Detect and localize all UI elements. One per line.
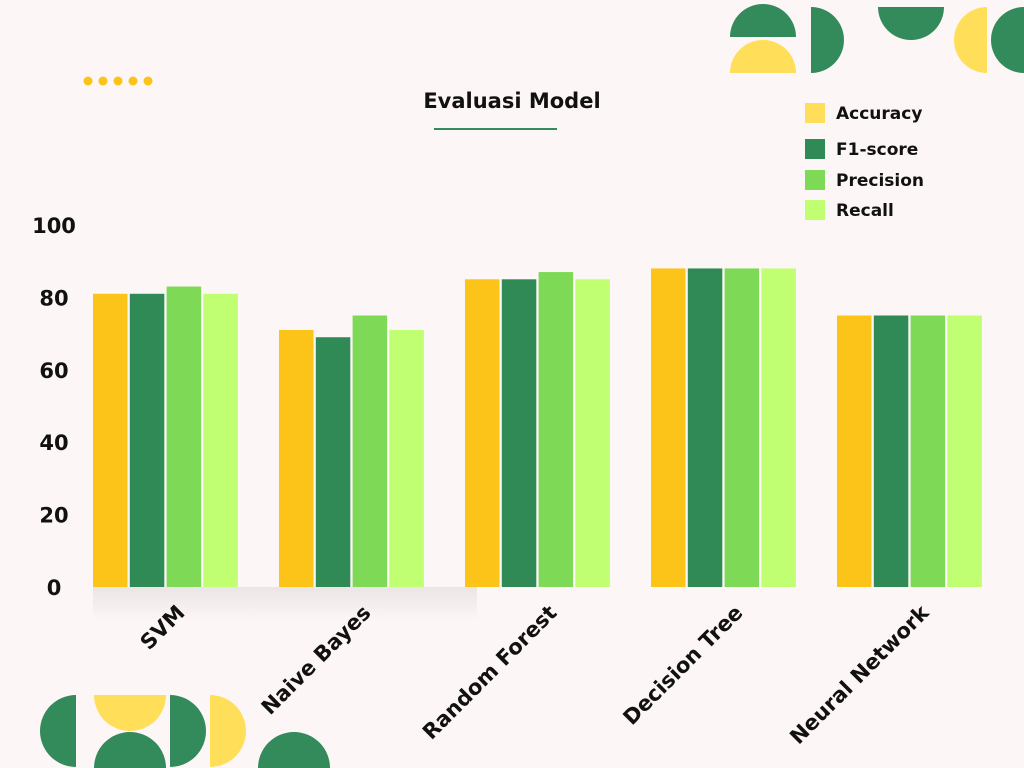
decor-dot xyxy=(113,76,123,86)
decor-dot xyxy=(83,76,93,86)
bar-f1-score-decision-tree xyxy=(687,268,723,587)
legend-swatch xyxy=(805,103,825,123)
decorative-dots xyxy=(83,76,153,86)
y-tick-label: 80 xyxy=(39,286,68,310)
y-tick-label: 60 xyxy=(39,359,68,383)
decor-semicircle xyxy=(40,695,76,767)
x-category-label: Random Forest xyxy=(418,601,562,745)
bar-precision-random-forest xyxy=(538,272,574,587)
legend: Accuracy F1-score Precision Recall xyxy=(805,103,924,221)
bar-precision-svm xyxy=(166,286,202,587)
legend-swatch xyxy=(805,139,825,159)
bar-precision-naive-bayes xyxy=(352,315,388,587)
decor-semicircle xyxy=(210,695,246,767)
decorative-shapes xyxy=(40,4,1024,768)
bar-accuracy-naive-bayes xyxy=(279,329,314,587)
y-tick-label: 0 xyxy=(47,576,62,600)
y-tick-label: 100 xyxy=(32,214,76,238)
decor-semicircle xyxy=(878,7,944,40)
bar-f1-score-random-forest xyxy=(501,279,537,587)
legend-swatch xyxy=(805,200,825,220)
y-axis-ticks: 0 20 40 60 80 100 xyxy=(32,214,76,600)
bar-accuracy-neural-network xyxy=(837,315,872,587)
bar-recall-neural-network xyxy=(947,315,982,587)
decor-semicircle xyxy=(811,7,844,73)
bar-recall-naive-bayes xyxy=(389,329,424,587)
bar-recall-svm xyxy=(203,293,238,587)
bar-accuracy-random-forest xyxy=(465,279,500,587)
decor-dot xyxy=(143,76,153,86)
y-tick-label: 40 xyxy=(39,431,68,455)
plot-shadow xyxy=(93,587,477,621)
bar-accuracy-decision-tree xyxy=(651,268,686,587)
bar-recall-random-forest xyxy=(575,279,610,587)
bars xyxy=(93,268,982,621)
bar-precision-decision-tree xyxy=(724,268,760,587)
y-tick-label: 20 xyxy=(39,504,68,528)
decor-semicircle xyxy=(730,4,796,37)
x-category-label: Decision Tree xyxy=(618,601,747,730)
bar-f1-score-neural-network xyxy=(873,315,909,587)
decor-dot xyxy=(98,76,108,86)
decor-semicircle xyxy=(94,732,166,768)
legend-swatch xyxy=(805,170,825,190)
bar-f1-score-naive-bayes xyxy=(315,337,351,587)
bar-accuracy-svm xyxy=(93,293,128,587)
legend-label: Accuracy xyxy=(836,104,922,124)
chart-title: Evaluasi Model xyxy=(423,89,600,113)
decor-semicircle xyxy=(258,732,330,768)
decor-semicircle xyxy=(94,695,166,731)
legend-label: F1-score xyxy=(836,140,918,160)
bar-f1-score-svm xyxy=(129,293,165,587)
legend-label: Precision xyxy=(836,171,924,191)
x-category-label: Neural Network xyxy=(785,600,934,749)
decor-dot xyxy=(128,76,138,86)
legend-label: Recall xyxy=(836,201,894,221)
x-axis-labels: SVM Naive Bayes Random Forest Decision Tree… xyxy=(136,600,935,749)
decor-semicircle xyxy=(991,7,1024,73)
decor-semicircle xyxy=(170,695,206,767)
decor-semicircle xyxy=(954,7,987,73)
bar-recall-decision-tree xyxy=(761,268,796,587)
bar-precision-neural-network xyxy=(910,315,946,587)
decor-semicircle xyxy=(730,40,796,73)
